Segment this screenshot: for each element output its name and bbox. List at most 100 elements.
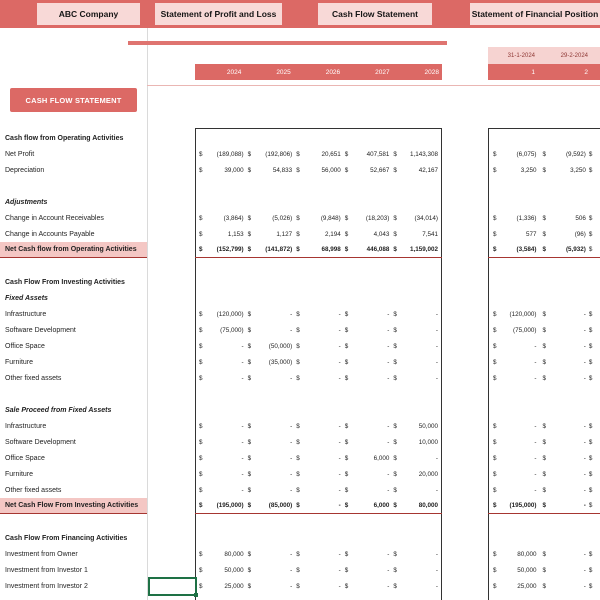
value-cell[interactable]: $20,000 xyxy=(391,471,440,478)
value-cell[interactable]: $ - xyxy=(197,455,246,462)
value-cell[interactable]: $ - xyxy=(197,487,246,494)
row-label[interactable]: Fixed Assets xyxy=(5,294,48,302)
row-label[interactable]: Furniture xyxy=(5,470,34,478)
row-label[interactable]: Office Space xyxy=(5,454,45,462)
value-cell[interactable]: $ - xyxy=(294,455,343,462)
value-cell[interactable]: $407,581 xyxy=(343,151,392,158)
month-number-cell[interactable]: 1 xyxy=(531,68,535,76)
value-cell[interactable]: $ - xyxy=(246,567,295,574)
value-cell[interactable]: $42,167 xyxy=(391,167,440,174)
value-cell[interactable]: $ - xyxy=(490,455,539,462)
value-cell[interactable]: $ - xyxy=(294,327,343,334)
value-cell[interactable]: $ - xyxy=(539,327,588,334)
value-cell[interactable]: $ (96) xyxy=(539,231,588,238)
value-cell[interactable]: $50,000 xyxy=(490,567,539,574)
value-cell[interactable]: $25,000 xyxy=(490,583,539,590)
value-cell[interactable]: $ - xyxy=(539,502,588,509)
value-cell[interactable]: $ (6,075) xyxy=(490,151,539,158)
value-cell[interactable]: $ - xyxy=(490,375,539,382)
year-header-cell[interactable]: 2026 xyxy=(325,68,341,76)
value-cell[interactable]: $ - xyxy=(343,327,392,334)
value-cell[interactable]: $ - xyxy=(391,311,440,318)
nav-button-profit-and-loss[interactable]: Statement of Profit and Loss xyxy=(155,3,282,25)
value-cell[interactable]: $ - xyxy=(294,567,343,574)
value-cell[interactable]: $1,143,308 xyxy=(391,151,440,158)
value-cell[interactable]: $ (75,000) xyxy=(197,327,246,334)
value-cell[interactable]: $ (5,932) xyxy=(539,246,588,253)
value-cell[interactable]: $ (189,088) xyxy=(197,151,246,158)
row-label[interactable]: Investment from Investor 1 xyxy=(5,566,88,574)
value-cell[interactable]: $ - xyxy=(294,487,343,494)
row-label[interactable]: Change in Account Receivables xyxy=(5,214,104,222)
value-cell[interactable]: $ - xyxy=(343,311,392,318)
value-cell[interactable]: $ - xyxy=(343,471,392,478)
value-cell[interactable]: $ - xyxy=(246,583,295,590)
value-cell[interactable]: $25,000 xyxy=(197,583,246,590)
value-cell[interactable]: $ - xyxy=(391,487,440,494)
value-cell[interactable]: $ (34,014) xyxy=(391,215,440,222)
row-label[interactable]: Investment from Investor 2 xyxy=(5,582,88,590)
value-cell[interactable]: $1,153 xyxy=(197,231,246,238)
value-cell[interactable]: $ - xyxy=(391,343,440,350)
value-cell[interactable]: $ - xyxy=(539,343,588,350)
value-cell[interactable]: $2,194 xyxy=(294,231,343,238)
value-cell[interactable]: $ - xyxy=(490,423,539,430)
value-cell[interactable]: $ (195,000) xyxy=(490,502,539,509)
month-date-cell[interactable]: 31-1-2024 xyxy=(507,52,535,59)
value-cell[interactable]: $ - xyxy=(539,375,588,382)
value-cell[interactable]: $ (35,000) xyxy=(246,359,295,366)
value-cell[interactable]: $ - xyxy=(391,327,440,334)
value-cell[interactable]: $ - xyxy=(294,502,343,509)
year-header-cell[interactable]: 2025 xyxy=(276,68,291,76)
value-cell[interactable]: $ - xyxy=(246,327,295,334)
value-cell[interactable]: $ - xyxy=(197,359,246,366)
value-cell[interactable]: $ - xyxy=(539,567,588,574)
value-cell[interactable]: $ - xyxy=(539,471,588,478)
value-cell[interactable]: $80,000 xyxy=(490,551,539,558)
row-label[interactable]: Furniture xyxy=(5,358,34,366)
value-cell[interactable]: $ - xyxy=(343,423,392,430)
nav-button-financial-position[interactable]: Statement of Financial Position xyxy=(470,3,600,25)
nav-button-company[interactable]: ABC Company xyxy=(37,3,140,25)
value-cell[interactable]: $39,000 xyxy=(197,167,246,174)
row-label[interactable]: Sale Proceed from Fixed Assets xyxy=(5,406,112,414)
row-label[interactable]: Change in Accounts Payable xyxy=(5,230,95,238)
value-cell[interactable]: $ - xyxy=(343,487,392,494)
value-cell[interactable]: $3,250 xyxy=(539,167,588,174)
value-cell[interactable]: $ (75,000) xyxy=(490,327,539,334)
value-cell[interactable]: $50,000 xyxy=(197,567,246,574)
value-cell[interactable]: $ (120,000) xyxy=(490,311,539,318)
value-cell[interactable]: $ - xyxy=(343,439,392,446)
row-label[interactable]: Cash Flow From Financing Activities xyxy=(5,534,128,542)
value-cell[interactable]: $ - xyxy=(343,343,392,350)
row-label[interactable]: Other fixed assets xyxy=(5,374,62,382)
row-label[interactable]: Office Space xyxy=(5,342,45,350)
row-label[interactable]: Depreciation xyxy=(5,166,45,174)
value-cell[interactable]: $52,667 xyxy=(343,167,392,174)
value-cell[interactable]: $ - xyxy=(343,583,392,590)
value-cell[interactable]: $80,000 xyxy=(197,551,246,558)
value-cell[interactable]: $ - xyxy=(294,359,343,366)
value-cell[interactable]: $ (85,000) xyxy=(246,502,295,509)
value-cell[interactable]: $ (195,000) xyxy=(197,502,246,509)
value-cell[interactable]: $ - xyxy=(246,439,295,446)
value-cell[interactable]: $20,651 xyxy=(294,151,343,158)
row-label[interactable]: Investment from Owner xyxy=(5,550,78,558)
value-cell[interactable]: $50,000 xyxy=(391,423,440,430)
value-cell[interactable]: $ - xyxy=(343,551,392,558)
value-cell[interactable]: $ - xyxy=(246,487,295,494)
value-cell[interactable]: $ - xyxy=(490,359,539,366)
value-cell[interactable]: $ - xyxy=(294,583,343,590)
value-cell[interactable]: $54,833 xyxy=(246,167,295,174)
value-cell[interactable]: $ - xyxy=(246,551,295,558)
value-cell[interactable]: $ (9,848) xyxy=(294,215,343,222)
row-label[interactable]: Software Development xyxy=(5,438,76,446)
row-label[interactable]: Infrastructure xyxy=(5,310,47,318)
value-cell[interactable]: $ - xyxy=(539,583,588,590)
month-number-cell[interactable]: 2 xyxy=(584,68,588,76)
value-cell[interactable]: $56,000 xyxy=(294,167,343,174)
value-cell[interactable]: $ - xyxy=(294,551,343,558)
sheet-title-button[interactable]: CASH FLOW STATEMENT xyxy=(10,88,137,112)
value-cell[interactable]: $ - xyxy=(294,375,343,382)
value-cell[interactable]: $ (152,799) xyxy=(197,246,246,253)
